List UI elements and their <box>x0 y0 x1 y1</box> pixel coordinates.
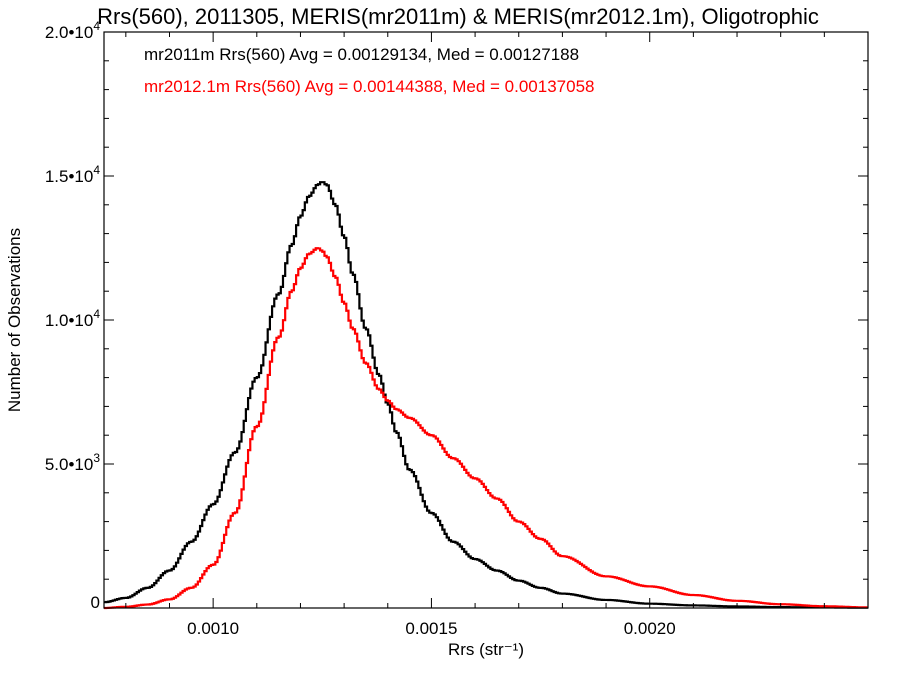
x-tick-label: 0.0020 <box>624 619 676 638</box>
legend-entry-mr2011m: mr2011m Rrs(560) Avg = 0.00129134, Med =… <box>144 45 579 64</box>
x-tick-label: 0.0010 <box>187 619 239 638</box>
chart-title: Rrs(560), 2011305, MERIS(mr2011m) & MERI… <box>97 4 819 29</box>
y-tick-label: 2.0•104 <box>45 19 101 42</box>
x-axis: 0.0010 0.0015 0.0020 <box>125 32 869 638</box>
series-line-mr2011m <box>104 181 868 609</box>
y-tick-label: 5.0•103 <box>45 451 101 474</box>
y-axis-title: Number of Observations <box>5 228 24 412</box>
plot-frame <box>103 31 869 609</box>
series-line-mr2012-1m <box>104 247 868 610</box>
x-axis-title: Rrs (str⁻¹) <box>448 640 524 659</box>
y-tick-label: 1.0•104 <box>45 307 101 330</box>
series-layer <box>104 181 868 610</box>
y-tick-label: 1.5•104 <box>45 163 101 186</box>
y-tick-label: 0 <box>91 593 100 612</box>
y-axis: 0 5.0•103 1.0•104 1.5•104 2.0•104 <box>45 19 868 612</box>
legend-entry-mr2012-1m: mr2012.1m Rrs(560) Avg = 0.00144388, Med… <box>144 77 595 96</box>
x-tick-label: 0.0015 <box>405 619 457 638</box>
